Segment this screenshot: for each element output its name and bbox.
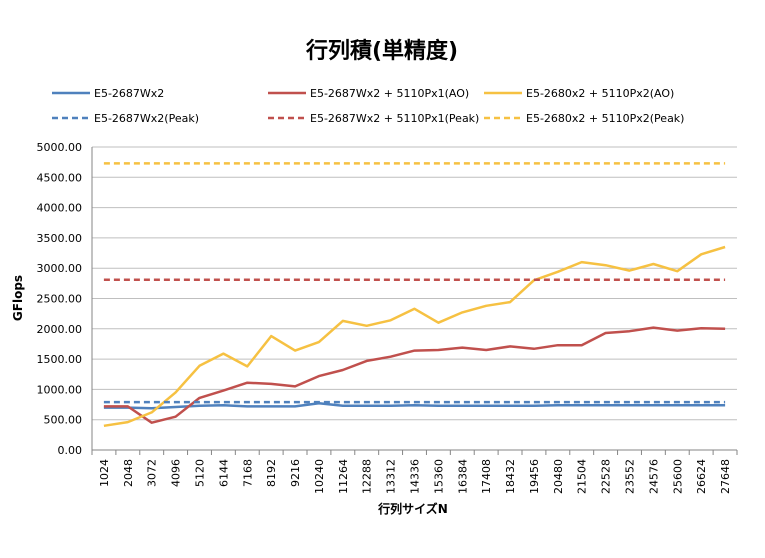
legend-label-6: E5-2680x2 + 5110Px2(Peak) (526, 112, 684, 125)
y-axis-label: GFlops (11, 275, 25, 321)
x-tick-label: 12288 (361, 459, 374, 494)
x-tick-label: 6144 (217, 459, 230, 487)
x-tick-label: 2048 (122, 459, 135, 487)
legend-label-5: E5-2687Wx2 + 5110Px1(Peak) (310, 112, 479, 125)
legend-label-3: E5-2680x2 + 5110Px2(AO) (526, 87, 674, 100)
y-tick-label: 3500.00 (37, 232, 83, 245)
x-tick-label: 25600 (671, 459, 684, 494)
x-tick-label: 7168 (241, 459, 254, 487)
x-tick-label: 9216 (289, 459, 302, 487)
x-tick-label: 19456 (528, 459, 541, 494)
x-tick-label: 23552 (624, 459, 637, 494)
x-tick-label: 10240 (313, 459, 326, 494)
y-tick-label: 2500.00 (37, 293, 83, 306)
legend-label-1: E5-2687Wx2 (94, 87, 164, 100)
x-tick-label: 5120 (194, 459, 207, 487)
y-tick-label: 4000.00 (37, 202, 83, 215)
gridlines (91, 146, 737, 451)
x-axis-label: 行列サイズN (377, 501, 448, 516)
x-tick-label: 1024 (98, 459, 111, 487)
x-tick-label: 4096 (170, 459, 183, 487)
series-line-2 (103, 326, 726, 424)
y-tick-label: 500.00 (44, 414, 83, 427)
chart-title: 行列積(単精度) (305, 38, 458, 64)
x-tick-label: 26624 (695, 459, 708, 494)
x-axis-ticks: 1024 2048 3072 4096 5120 6144 7168 8192 9216 1024… (91, 450, 738, 494)
y-tick-label: 1500.00 (37, 353, 83, 366)
x-tick-label: 14336 (409, 459, 422, 494)
x-tick-label: 24576 (647, 459, 660, 494)
x-tick-label: 13312 (385, 459, 398, 494)
x-tick-label: 18432 (504, 459, 517, 494)
x-tick-label: 22528 (600, 459, 613, 494)
x-tick-label: 21504 (576, 459, 589, 494)
x-tick-label: 8192 (265, 459, 278, 487)
y-tick-label: 5000.00 (37, 141, 83, 154)
x-tick-label: 27648 (719, 459, 732, 494)
y-tick-label: 2000.00 (37, 323, 83, 336)
y-tick-label: 1000.00 (37, 383, 83, 396)
x-tick-label: 3072 (146, 459, 159, 487)
x-tick-label: 17408 (480, 459, 493, 494)
y-axis-ticks: 0.00 500.00 1000.00 1500.00 2000.00 2500.00 30… (37, 141, 83, 457)
legend-label-2: E5-2687Wx2 + 5110Px1(AO) (310, 87, 469, 100)
legend-label-4: E5-2687Wx2(Peak) (94, 112, 199, 125)
series-line-1 (103, 402, 726, 410)
series-lines (103, 162, 726, 428)
y-tick-label: 3000.00 (37, 262, 83, 275)
x-tick-label: 11264 (337, 459, 350, 494)
x-tick-label: 16384 (456, 459, 469, 494)
legend: E5-2687Wx2 E5-2687Wx2 + 5110Px1(AO) E5-268… (52, 87, 684, 125)
x-tick-label: 20480 (552, 459, 565, 494)
y-tick-label: 4500.00 (37, 171, 83, 184)
series-line-3 (103, 245, 726, 428)
y-tick-label: 0.00 (58, 444, 83, 457)
x-tick-label: 15360 (432, 459, 445, 494)
